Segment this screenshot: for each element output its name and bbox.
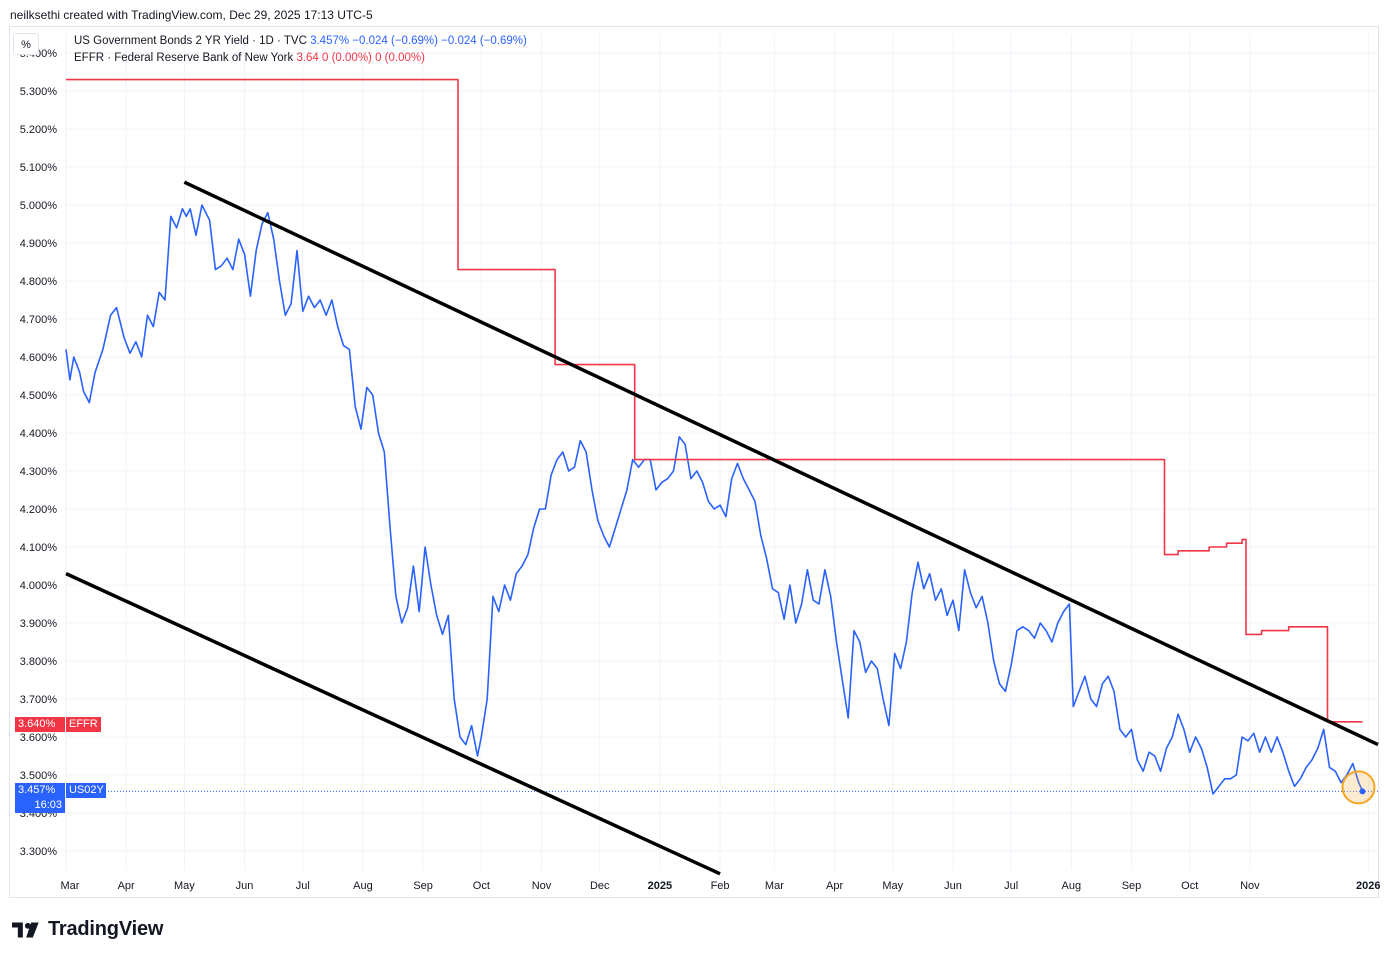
footer-brand[interactable]: TradingView bbox=[12, 918, 163, 941]
x-tick-label: Mar bbox=[765, 880, 784, 892]
x-tick-label: Aug bbox=[1062, 880, 1082, 892]
y-tick-label: 4.600% bbox=[20, 352, 58, 364]
x-tick-label: Jun bbox=[944, 880, 962, 892]
lower-channel-line[interactable] bbox=[65, 572, 721, 876]
y-tick-label: 4.500% bbox=[20, 390, 58, 402]
x-tick-label: 2026 bbox=[1356, 880, 1380, 892]
x-tick-label: Dec bbox=[590, 880, 610, 892]
x-tick-label: Aug bbox=[353, 880, 373, 892]
y-tick-label: 4.900% bbox=[20, 238, 58, 250]
legend-us02y[interactable]: US Government Bonds 2 YR Yield · 1D · TV… bbox=[74, 35, 527, 47]
x-tick-label: Jul bbox=[296, 880, 310, 892]
series-line-effr bbox=[66, 78, 1363, 723]
x-tick-label: Feb bbox=[711, 880, 730, 892]
x-tick-label: May bbox=[174, 880, 195, 892]
y-tick-label: 4.800% bbox=[20, 276, 58, 288]
x-tick-label: 2025 bbox=[648, 880, 672, 892]
x-tick-label: Jul bbox=[1004, 880, 1018, 892]
x-tick-label: Apr bbox=[118, 880, 135, 892]
y-tick-label: 5.000% bbox=[20, 200, 58, 212]
y-tick-label: 4.100% bbox=[20, 542, 58, 554]
footer-brand-text: TradingView bbox=[48, 918, 164, 940]
x-tick-label: Mar bbox=[61, 880, 80, 892]
x-tick-label: Apr bbox=[826, 880, 843, 892]
legend-us02y-name: US Government Bonds 2 YR Yield · 1D · TV… bbox=[74, 35, 307, 47]
series-lines bbox=[65, 78, 1378, 795]
series-line-us02y bbox=[65, 204, 1364, 795]
y-tick-label: 3.300% bbox=[20, 846, 58, 858]
legend-effr-name: EFFR · Federal Reserve Bank of New York bbox=[74, 52, 294, 64]
last-price-dot bbox=[1359, 788, 1366, 795]
legend-us02y-values: 3.457% −0.024 (−0.69%) −0.024 (−0.69%) bbox=[310, 35, 527, 47]
trendlines[interactable] bbox=[65, 180, 1379, 876]
y-tick-label: 4.400% bbox=[20, 428, 58, 440]
us02y-countdown-tag: 16:03 bbox=[15, 798, 65, 813]
y-tick-label: 5.300% bbox=[20, 86, 58, 98]
x-tick-label: May bbox=[882, 880, 903, 892]
x-axis-labels: Mar Apr May Jun Jul Aug Sep Oct Nov Dec 2025 Feb Mar… bbox=[61, 880, 1381, 892]
chart-attribution: neilksethi created with TradingView.com,… bbox=[10, 8, 373, 22]
y-tick-label: 5.200% bbox=[20, 124, 58, 136]
y-tick-label: 3.500% bbox=[20, 770, 58, 782]
x-tick-label: Oct bbox=[1181, 880, 1198, 892]
us02y-price-tag: 3.457% bbox=[15, 783, 65, 798]
y-tick-label: 5.100% bbox=[20, 162, 58, 174]
legend-effr[interactable]: EFFR · Federal Reserve Bank of New York … bbox=[74, 52, 425, 64]
effr-price-tag: 3.640% bbox=[15, 717, 65, 732]
x-tick-label: Oct bbox=[473, 880, 490, 892]
y-tick-label: 3.600% bbox=[20, 732, 58, 744]
y-tick-label: 4.300% bbox=[20, 466, 58, 478]
y-tick-label: 3.700% bbox=[20, 694, 58, 706]
legend-effr-values: 3.64 0 (0.00%) 0 (0.00%) bbox=[296, 52, 425, 64]
x-tick-label: Sep bbox=[1122, 880, 1142, 892]
last-price-marker bbox=[1341, 770, 1376, 805]
y-axis-labels: 3.300%3.400%3.500%3.600%3.700%3.800%3.90… bbox=[20, 48, 58, 858]
y-tick-label: 4.700% bbox=[20, 314, 58, 326]
x-tick-label: Nov bbox=[532, 880, 552, 892]
effr-series-tag: EFFR bbox=[66, 717, 101, 732]
grid-lines bbox=[65, 34, 1378, 870]
x-tick-label: Nov bbox=[1240, 880, 1260, 892]
y-tick-label: 4.000% bbox=[20, 580, 58, 592]
unit-toggle-button[interactable]: % bbox=[13, 33, 39, 55]
upper-channel-line[interactable] bbox=[183, 180, 1379, 747]
y-tick-label: 3.800% bbox=[20, 656, 58, 668]
x-tick-label: Sep bbox=[413, 880, 433, 892]
marker-layer bbox=[1341, 770, 1376, 805]
tradingview-logo-icon bbox=[12, 922, 39, 937]
y-tick-label: 3.900% bbox=[20, 618, 58, 630]
x-tick-label: Jun bbox=[236, 880, 254, 892]
y-tick-label: 4.200% bbox=[20, 504, 58, 516]
us02y-series-tag: US02Y bbox=[66, 783, 106, 798]
